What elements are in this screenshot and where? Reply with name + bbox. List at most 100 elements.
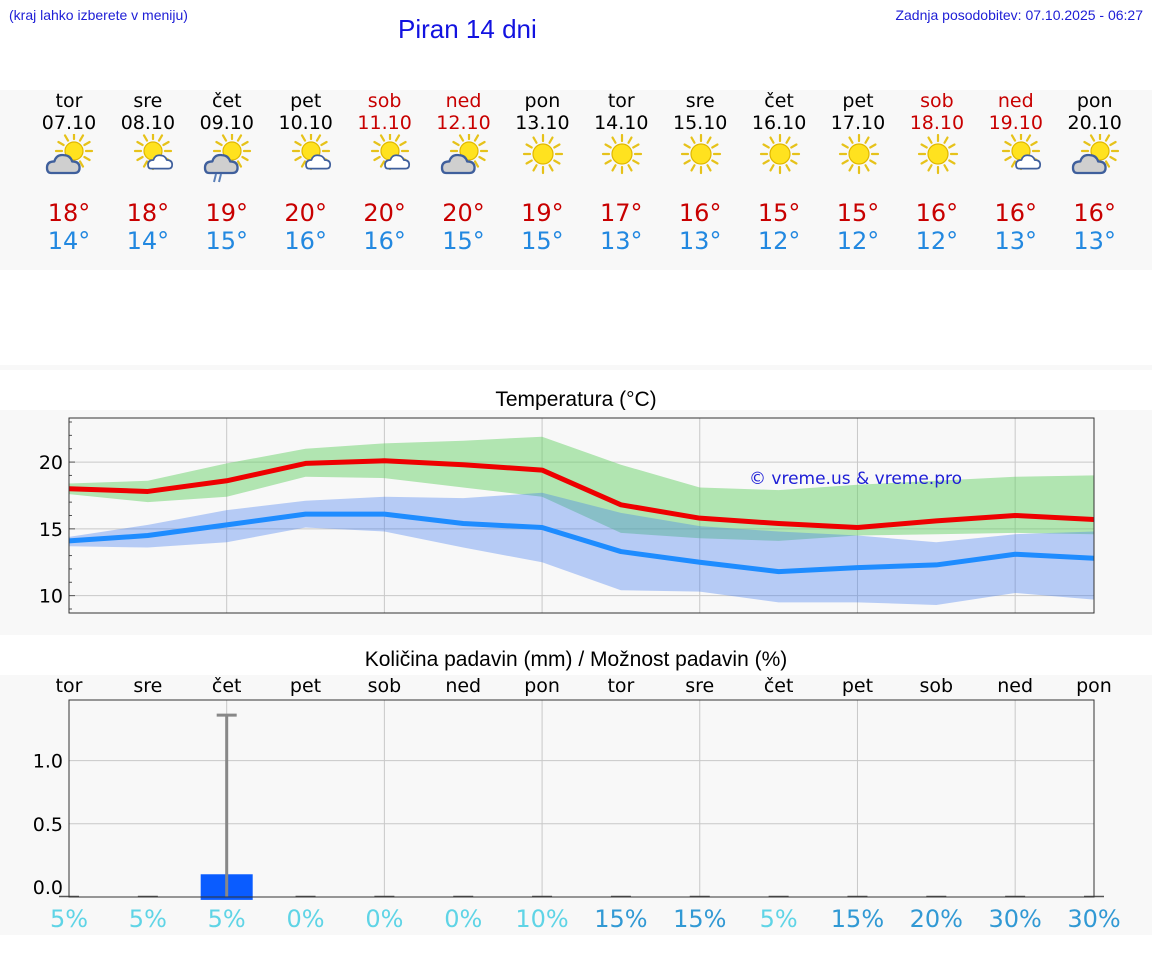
category-label: sob <box>920 675 954 697</box>
day-name: tor <box>55 90 83 112</box>
sun-small-cloud-icon <box>1001 134 1041 171</box>
temp-max: 17° <box>600 199 643 227</box>
temp-min: 13° <box>1073 227 1116 255</box>
day-date: 15.10 <box>672 112 728 134</box>
sun-icon <box>759 134 801 175</box>
plot-area <box>69 700 1094 897</box>
temp-max: 19° <box>205 199 249 227</box>
day-date: 19.10 <box>988 112 1043 134</box>
precip-probability: 15% <box>673 905 726 933</box>
y-tick-label: 0.5 <box>33 814 63 836</box>
sun-small-cloud-icon <box>291 134 331 171</box>
category-label: pet <box>842 675 873 697</box>
temperature-chart-title: Temperatura (°C) <box>495 388 657 411</box>
category-label: čet <box>212 675 242 697</box>
max-temp-line <box>68 458 1095 531</box>
sun-cloud-icon <box>440 134 488 175</box>
day-name: pet <box>290 90 322 112</box>
category-label: pet <box>290 675 321 697</box>
day-date: 10.10 <box>278 112 333 134</box>
sun-cloud-icon <box>45 134 94 175</box>
day-name: sre <box>685 90 715 112</box>
category-label: pon <box>524 675 560 697</box>
precip-probability: 10% <box>515 905 568 933</box>
min-temp-line <box>68 511 1095 575</box>
temp-max: 20° <box>442 199 485 227</box>
y-tick-label: 15 <box>39 519 63 541</box>
temperature-chart: 10 15 20 © vreme.us & vreme.pro <box>39 417 1095 614</box>
day-name: pon <box>1076 90 1113 112</box>
y-tick-label: 0.0 <box>33 877 63 899</box>
precipitation-chart-title: Količina padavin (mm) / Možnost padavin … <box>364 648 788 671</box>
day-name: pet <box>842 90 874 112</box>
precip-probability: 30% <box>1067 905 1120 933</box>
sun-icon <box>523 134 564 175</box>
day-date: 13.10 <box>515 112 570 134</box>
day-date: 08.10 <box>120 112 176 134</box>
category-label: čet <box>764 675 794 697</box>
temp-max: 15° <box>757 199 801 227</box>
day-date: 12.10 <box>436 112 491 134</box>
daily-forecast-strip: tor 07.10 18° 14° sre 08.10 18° 14° čet 09.10 19° 1… <box>0 90 1152 270</box>
y-tick-label: 10 <box>39 586 63 608</box>
sun-small-cloud-icon <box>133 134 173 171</box>
y-tick-label: 1.0 <box>33 751 63 773</box>
category-label: sob <box>368 675 402 697</box>
temp-min: 16° <box>363 227 406 255</box>
temp-min: 15° <box>521 227 564 255</box>
precip-probability: 0% <box>444 905 482 933</box>
temp-max: 16° <box>915 199 959 227</box>
day-name: tor <box>607 90 635 112</box>
sun-icon <box>838 134 880 175</box>
day-date: 07.10 <box>41 112 97 134</box>
plot-border <box>68 699 1095 898</box>
temp-max: 20° <box>363 199 406 227</box>
temp-min: 14° <box>126 227 170 255</box>
precip-probability: 5% <box>50 905 88 933</box>
temp-max: 16° <box>678 199 722 227</box>
location-hint[interactable]: (kraj lahko izberete v meniju) <box>9 7 188 23</box>
temp-min: 15° <box>205 227 249 255</box>
day-date: 14.10 <box>594 112 649 134</box>
day-name: sre <box>133 90 163 112</box>
category-label: ned <box>997 675 1033 697</box>
day-date: 11.10 <box>357 112 412 134</box>
y-tick-label: 20 <box>39 452 63 474</box>
day-date: 20.10 <box>1067 112 1122 134</box>
precip-probability: 30% <box>988 905 1041 933</box>
precip-probability: 5% <box>760 905 798 933</box>
temp-min: 12° <box>836 227 880 255</box>
sun-small-cloud-icon <box>370 134 410 171</box>
sun-icon <box>917 134 958 175</box>
precip-probability: 5% <box>208 905 246 933</box>
sun-icon <box>681 134 722 175</box>
temp-max: 19° <box>521 199 564 227</box>
precip-probability: 5% <box>129 905 167 933</box>
day-name: sob <box>920 90 954 112</box>
category-label: pon <box>1076 675 1112 697</box>
temp-min: 16° <box>284 227 327 255</box>
temp-max: 18° <box>47 199 91 227</box>
day-date: 18.10 <box>909 112 965 134</box>
spacer-band <box>0 365 1152 370</box>
temp-max: 20° <box>284 199 327 227</box>
temp-min: 13° <box>600 227 643 255</box>
temp-max: 18° <box>126 199 170 227</box>
temp-max: 15° <box>836 199 880 227</box>
page-title: Piran 14 dni <box>398 14 537 44</box>
precip-probability: 15% <box>594 905 647 933</box>
sun-icon <box>602 134 643 175</box>
precip-probability: 15% <box>831 905 884 933</box>
day-date: 09.10 <box>199 112 254 134</box>
category-label: sre <box>685 675 714 697</box>
plot-border <box>68 417 1095 614</box>
day-date: 16.10 <box>751 112 807 134</box>
min-range-band <box>69 492 1094 605</box>
category-label: ned <box>445 675 481 697</box>
category-label: sre <box>133 675 162 697</box>
temp-max: 16° <box>1073 199 1116 227</box>
day-name: sob <box>367 90 402 112</box>
temp-min: 14° <box>47 227 91 255</box>
day-name: ned <box>997 90 1034 112</box>
watermark: © vreme.us & vreme.pro <box>749 469 962 489</box>
